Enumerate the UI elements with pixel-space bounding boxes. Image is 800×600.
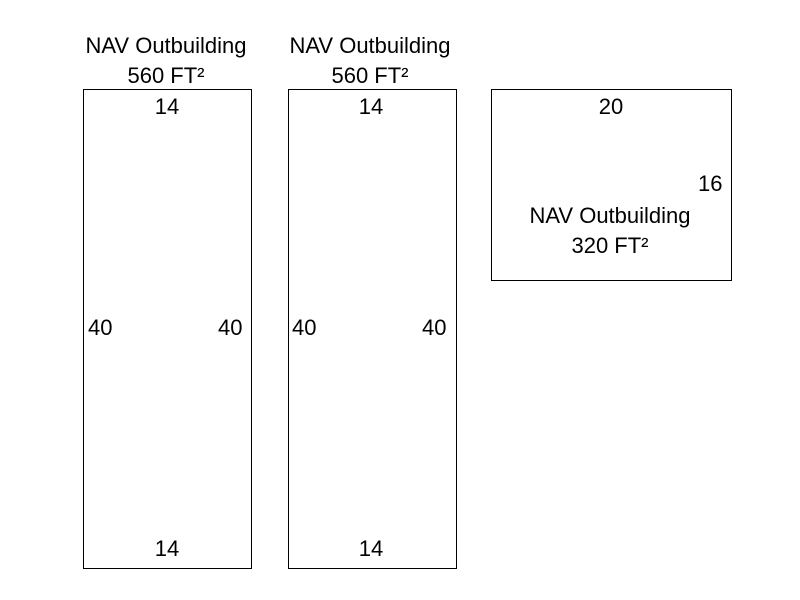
- building-3-dim-top: 20: [598, 94, 624, 119]
- building-1-dim-bottom: 14: [154, 536, 180, 561]
- building-1-outline: [83, 89, 252, 569]
- building-3-label: NAV Outbuilding 320 FT²: [529, 201, 690, 261]
- building-3-dim-right: 16: [698, 171, 723, 196]
- building-2-dim-left: 40: [292, 315, 317, 340]
- building-3-name: NAV Outbuilding: [529, 203, 691, 228]
- building-1-area: 560 FT²: [127, 63, 205, 88]
- building-2-dim-top: 14: [358, 94, 384, 119]
- building-2-header: NAV Outbuilding 560 FT²: [289, 31, 450, 91]
- building-1-dim-right: 40: [218, 315, 243, 340]
- building-2-outline: [288, 89, 457, 569]
- building-1-dim-top: 14: [154, 94, 180, 119]
- building-2-area: 560 FT²: [331, 63, 409, 88]
- building-2-dim-bottom: 14: [358, 536, 384, 561]
- building-2-name: NAV Outbuilding: [289, 33, 451, 58]
- building-3-outline: [491, 89, 732, 281]
- building-2-dim-right: 40: [422, 315, 447, 340]
- building-1-name: NAV Outbuilding: [85, 33, 247, 58]
- building-1-header: NAV Outbuilding 560 FT²: [85, 31, 246, 91]
- building-3-area: 320 FT²: [571, 233, 649, 258]
- building-1-dim-left: 40: [88, 315, 113, 340]
